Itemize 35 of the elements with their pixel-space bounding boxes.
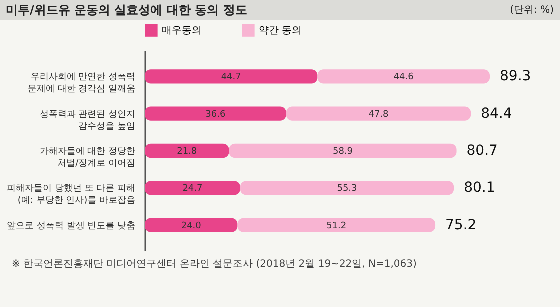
bar bbox=[145, 70, 318, 84]
total-label: 80.7 bbox=[466, 143, 498, 159]
bar bbox=[229, 144, 457, 158]
y-tick-label: 가해자들에 대한 정당한 처벌/징계로 이어짐 bbox=[40, 147, 136, 169]
chart-title: 미투/위드유 운동의 실효성에 대한 동의 정도 bbox=[6, 2, 248, 18]
y-tick-label: 성폭력과 관련된 성인지 감수성을 높임 bbox=[40, 110, 136, 132]
total-label: 80.1 bbox=[464, 180, 496, 196]
data-label: 58.9 bbox=[332, 147, 354, 157]
bar bbox=[145, 218, 238, 232]
data-label: 24.0 bbox=[181, 221, 202, 232]
text: ※ 한국언론진흥재단 미디어연구센터 온라인 설문조사 (2018년 2월 19~22일, N=1,063) bbox=[11, 258, 418, 271]
text: (단위: %) bbox=[510, 4, 554, 17]
y-tick-label: 피해자들이 당했던 또 다른 피해 (예: 부당한 인사)를 바로잡음 bbox=[7, 184, 136, 206]
bar bbox=[240, 181, 454, 196]
data-label: 36.6 bbox=[206, 110, 226, 120]
data-label: 44.7 bbox=[221, 72, 242, 83]
legend-label: 매우동의 bbox=[162, 26, 202, 37]
data-label: 21.8 bbox=[177, 147, 198, 157]
total-label: 75.2 bbox=[446, 217, 477, 234]
bar bbox=[238, 218, 436, 232]
bar bbox=[145, 106, 286, 121]
data-label: 24.7 bbox=[182, 184, 203, 194]
data-label: 47.8 bbox=[368, 110, 390, 120]
data-label: 51.2 bbox=[326, 221, 347, 232]
bar bbox=[286, 106, 472, 121]
data-label: 44.6 bbox=[394, 72, 414, 83]
y-tick-label: 앞으로 성폭력 발생 빈도를 낮춤 bbox=[7, 221, 136, 232]
total-label: 89.3 bbox=[500, 68, 532, 85]
data-label: 55.3 bbox=[337, 184, 358, 194]
total-label: 84.4 bbox=[481, 106, 512, 122]
bar bbox=[145, 181, 240, 196]
legend-label: 약간 동의 bbox=[259, 26, 302, 37]
bar bbox=[318, 70, 490, 84]
bar bbox=[145, 144, 230, 158]
y-tick-label: 우리사회에 만연한 성폭력 문제에 대한 경각심 일깨움 bbox=[28, 72, 136, 95]
